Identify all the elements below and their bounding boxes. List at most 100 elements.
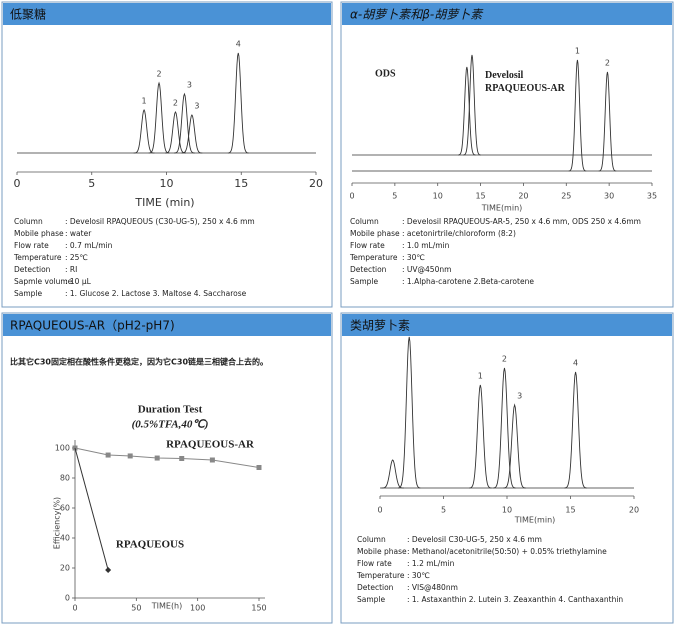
info-value: : VIS@480nm xyxy=(407,583,458,592)
info-value: : RI xyxy=(65,265,77,274)
peak xyxy=(133,108,155,154)
info-value: : 1.2 mL/min xyxy=(407,559,455,568)
info-value: : acetonirtrile/chloroform (8:2) xyxy=(402,229,516,238)
chart-title: Duration Test xyxy=(138,404,203,416)
peak xyxy=(165,111,186,154)
panel-title: RPAQUEOUS-AR（pH2-pH7) xyxy=(10,319,175,333)
info-key: Sample xyxy=(14,289,43,298)
x-tick-label: 25 xyxy=(561,192,571,201)
y-tick-label: 20 xyxy=(60,564,70,573)
info-key: Detection xyxy=(350,265,387,274)
panel xyxy=(340,1,674,308)
info-key: Mobile phase xyxy=(357,547,407,556)
x-tick-label: 15 xyxy=(234,177,248,190)
info-key: Mobile phase xyxy=(350,229,400,238)
peak xyxy=(469,384,492,489)
marker xyxy=(127,453,133,459)
peak-label: 3 xyxy=(187,81,192,90)
info-key: Detection xyxy=(357,583,394,592)
x-tick-label: 10 xyxy=(433,192,443,201)
peak-label: 3 xyxy=(194,102,199,111)
info-value: : 1.Alpha-carotene 2.Beta-carotene xyxy=(402,277,534,286)
marker xyxy=(105,566,112,573)
x-tick-label: 30 xyxy=(604,192,614,201)
info-key: Temperature xyxy=(356,571,405,580)
info-key: Temperature xyxy=(13,253,62,262)
peak xyxy=(181,114,203,154)
panel-title: 类胡萝卜素 xyxy=(350,319,410,333)
marker xyxy=(154,455,160,461)
series-label: RPAQUEOUS-AR xyxy=(166,439,255,451)
y-tick-label: 60 xyxy=(60,504,70,513)
chart-subtitle: (0.5%TFA,40℃) xyxy=(132,419,209,431)
info-key: Sample xyxy=(350,277,379,286)
x-tick-label: 0 xyxy=(377,506,382,515)
info-value: : 25℃ xyxy=(65,253,88,262)
info-key: Detection xyxy=(14,265,51,274)
x-axis-label: TIME (min) xyxy=(134,196,194,209)
info-value: : UV@450nm xyxy=(402,265,451,274)
x-tick-label: 20 xyxy=(309,177,323,190)
peak-label: 1 xyxy=(575,47,580,56)
x-tick-label: 15 xyxy=(565,506,575,515)
peak-label: 3 xyxy=(517,392,522,401)
peak-label: 4 xyxy=(236,40,241,49)
x-tick-label: 10 xyxy=(502,506,512,515)
peak xyxy=(148,81,170,154)
note: 比其它C30固定相在酸性条件更稳定，因为它C30链是三相键合上去的。 xyxy=(10,357,268,367)
peak xyxy=(397,336,421,489)
x-tick-label: 50 xyxy=(131,604,141,613)
peak xyxy=(463,54,481,156)
x-axis-label: TIME(min) xyxy=(481,204,523,213)
x-tick-label: 20 xyxy=(629,506,639,515)
x-axis-label: TIME(min) xyxy=(514,516,556,525)
info-key: Sapmle volume xyxy=(14,277,73,286)
x-tick-label: 150 xyxy=(251,604,266,613)
info-key: Flow rate xyxy=(357,559,392,568)
info-value: : Methanol/acetonitrile(50:50) + 0.05% t… xyxy=(407,547,607,556)
info-value: : 1.0 mL/min xyxy=(402,241,450,250)
marker xyxy=(256,465,262,470)
info-value: : 1. Glucose 2. Lactose 3. Maltose 4. Sa… xyxy=(65,289,247,298)
peak xyxy=(503,403,526,489)
peak-label: 2 xyxy=(173,99,178,108)
marker xyxy=(209,457,215,463)
peak-label: 2 xyxy=(502,355,507,364)
x-tick-label: 5 xyxy=(392,192,397,201)
y-tick-label: 100 xyxy=(55,444,70,453)
x-tick-label: 5 xyxy=(441,506,446,515)
peak xyxy=(568,59,587,172)
y-tick-label: 0 xyxy=(65,594,70,603)
peak-label: 2 xyxy=(605,59,610,68)
panel xyxy=(1,312,333,624)
marker xyxy=(105,452,111,458)
panel-header xyxy=(3,3,331,25)
x-tick-label: 5 xyxy=(88,177,95,190)
info-value: : Develosil RPAQUEOUS (C30-UG-5), 250 x … xyxy=(65,217,255,226)
x-tick-label: 0 xyxy=(14,177,21,190)
series-label: RPAQUEOUS xyxy=(116,539,184,551)
x-tick-label: 10 xyxy=(160,177,174,190)
peak-label: 1 xyxy=(142,97,147,106)
peak-label: 2 xyxy=(156,70,161,79)
info-value: : 30℃ xyxy=(402,253,425,262)
info-value: : 10 μL xyxy=(65,277,92,286)
x-tick-label: 0 xyxy=(72,604,77,613)
panel-header xyxy=(342,3,672,25)
y-tick-label: 40 xyxy=(60,534,70,543)
peak xyxy=(493,367,516,489)
info-value: : Develosil C30-UG-5, 250 x 4.6 mm xyxy=(407,535,542,544)
info-key: Mobile phase xyxy=(14,229,64,238)
panel-header xyxy=(3,314,331,336)
peak-label: 1 xyxy=(478,372,483,381)
info-key: Temperature xyxy=(349,253,398,262)
info-value: : 0.7 mL/min xyxy=(65,241,113,250)
peak xyxy=(458,66,476,156)
info-value: : water xyxy=(65,229,92,238)
x-tick-label: 100 xyxy=(190,604,205,613)
x-axis-label: TIME(h) xyxy=(151,602,183,611)
info-key: Column xyxy=(350,217,379,226)
peak-label: 4 xyxy=(573,359,578,368)
info-key: Column xyxy=(357,535,386,544)
